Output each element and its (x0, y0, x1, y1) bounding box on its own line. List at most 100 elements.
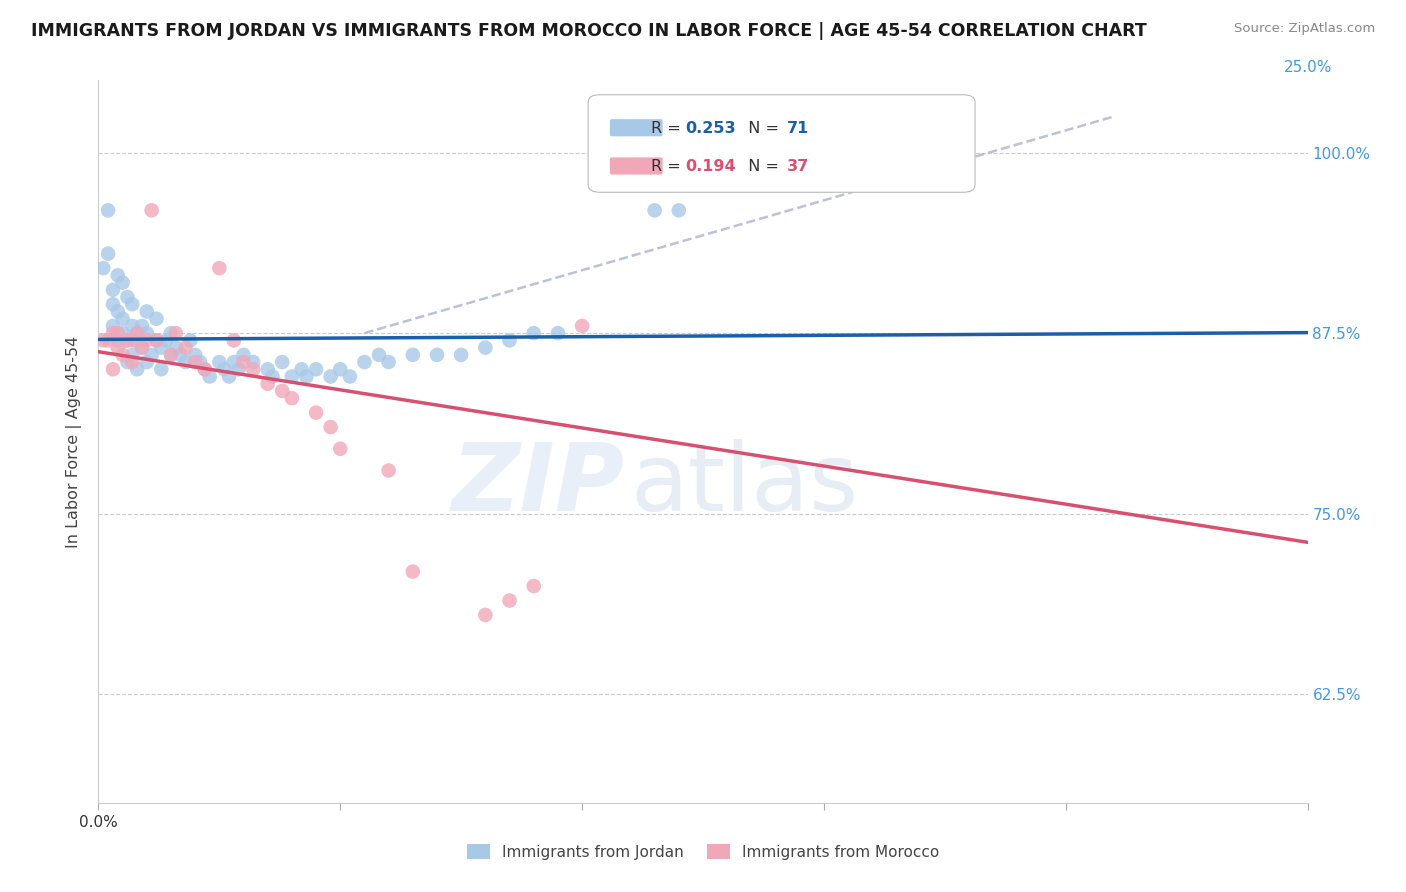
Point (474, 607, 496, 622)
Point (571, 318, 593, 333)
Point (117, 334, 139, 348)
Point (127, 334, 149, 348)
Point (97, 203, 120, 218)
Point (91, 261, 114, 276)
Point (377, 463, 399, 477)
Point (107, 326, 129, 341)
Text: Source: ZipAtlas.com: Source: ZipAtlas.com (1234, 22, 1375, 36)
Point (145, 311, 167, 326)
Point (184, 348, 207, 362)
Point (160, 348, 183, 362)
Point (184, 355, 207, 369)
Point (860, 145, 883, 160)
Point (131, 318, 153, 333)
Point (242, 362, 264, 376)
Point (668, 203, 690, 218)
Point (222, 334, 245, 348)
Point (547, 326, 569, 341)
Point (121, 334, 143, 348)
Point (319, 420, 342, 434)
Point (474, 341, 496, 355)
Text: 0.253: 0.253 (685, 121, 735, 136)
Point (305, 406, 328, 420)
Point (121, 297, 143, 311)
Point (169, 348, 191, 362)
Text: R =: R = (651, 160, 686, 174)
Point (131, 341, 153, 355)
Point (107, 341, 129, 355)
Point (101, 326, 124, 341)
Point (111, 276, 134, 290)
Point (194, 362, 217, 376)
Point (131, 341, 153, 355)
Point (127, 326, 149, 341)
Point (212, 362, 235, 376)
Point (160, 348, 183, 362)
Point (101, 362, 124, 376)
Point (107, 268, 129, 283)
Point (319, 369, 342, 384)
Point (101, 297, 124, 311)
Point (271, 384, 294, 398)
Point (353, 355, 375, 369)
Point (97, 334, 120, 348)
Point (107, 304, 129, 318)
Point (107, 334, 129, 348)
Text: ZIP: ZIP (451, 439, 624, 531)
Point (271, 355, 294, 369)
Point (222, 355, 245, 369)
Point (117, 290, 139, 304)
Text: N =: N = (738, 121, 785, 136)
Point (208, 261, 231, 276)
Text: 37: 37 (786, 160, 808, 174)
Point (329, 362, 352, 376)
Point (117, 355, 139, 369)
Point (188, 355, 211, 369)
Point (121, 348, 143, 362)
Text: 71: 71 (786, 121, 808, 136)
Point (377, 355, 399, 369)
Point (402, 348, 425, 362)
Point (232, 355, 254, 369)
Point (450, 348, 472, 362)
Text: N =: N = (738, 160, 785, 174)
Point (117, 334, 139, 348)
Point (329, 442, 352, 456)
Point (150, 362, 173, 376)
Text: IMMIGRANTS FROM JORDAN VS IMMIGRANTS FROM MOROCCO IN LABOR FORCE | AGE 45-54 COR: IMMIGRANTS FROM JORDAN VS IMMIGRANTS FRO… (31, 22, 1147, 40)
Text: R =: R = (651, 121, 686, 136)
FancyBboxPatch shape (610, 157, 662, 175)
Point (145, 334, 167, 348)
Point (281, 369, 304, 384)
Point (174, 341, 197, 355)
FancyBboxPatch shape (588, 95, 976, 193)
Point (135, 355, 157, 369)
Point (127, 326, 149, 341)
Point (165, 341, 187, 355)
Point (198, 369, 221, 384)
Text: 0.194: 0.194 (685, 160, 735, 174)
Point (135, 326, 157, 341)
Point (111, 326, 134, 341)
Point (121, 355, 143, 369)
Point (145, 334, 167, 348)
Point (218, 369, 240, 384)
Point (155, 334, 177, 348)
Point (339, 369, 361, 384)
Point (121, 318, 143, 333)
Point (174, 355, 197, 369)
Point (111, 311, 134, 326)
Point (498, 334, 520, 348)
Point (91, 334, 114, 348)
Point (150, 341, 173, 355)
Point (127, 362, 149, 376)
Point (644, 203, 666, 218)
Point (194, 362, 217, 376)
Point (242, 355, 264, 369)
Point (498, 593, 520, 607)
Point (368, 348, 391, 362)
Point (523, 326, 546, 341)
FancyBboxPatch shape (610, 120, 662, 136)
Point (111, 348, 134, 362)
Point (295, 369, 318, 384)
